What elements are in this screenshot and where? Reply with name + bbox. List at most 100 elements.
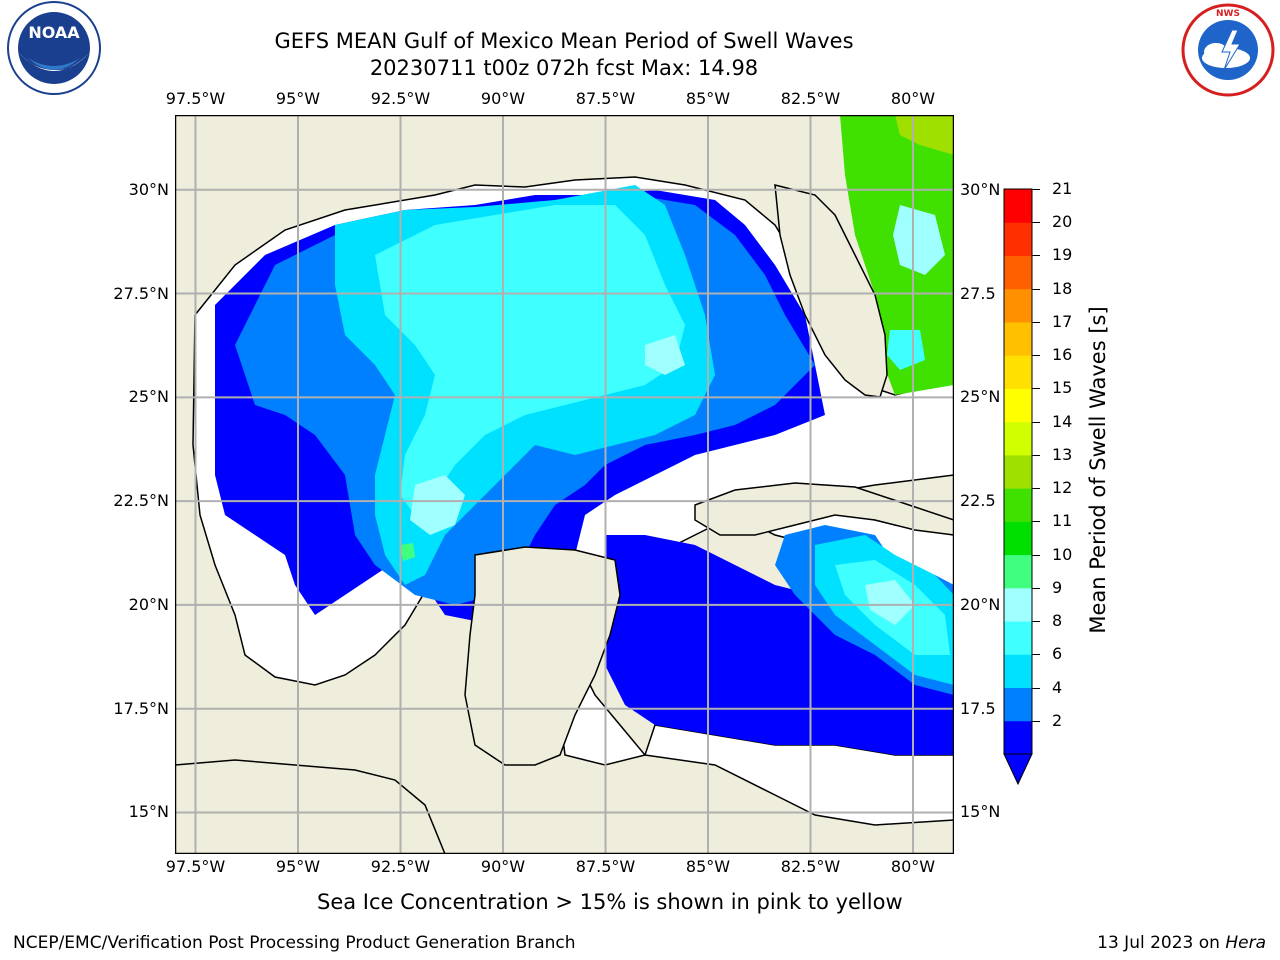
colorbar-tick-mark bbox=[1032, 255, 1040, 257]
lat-tick-left: 27.5°N bbox=[113, 283, 169, 303]
lon-tick-top: 97.5°W bbox=[165, 89, 226, 108]
footer-credit: NCEP/EMC/Verification Post Processing Pr… bbox=[13, 933, 576, 953]
colorbar-tick-label: 19 bbox=[1052, 245, 1073, 265]
lon-tick-bottom: 92.5°W bbox=[370, 857, 431, 876]
colorbar-swatch bbox=[1004, 521, 1032, 556]
lat-tick-right: 25°N bbox=[960, 387, 1001, 407]
noaa-logo-text: NOAA bbox=[28, 23, 80, 42]
colorbar-tick-label: 15 bbox=[1052, 378, 1073, 398]
colorbar-swatch bbox=[1004, 388, 1032, 423]
lon-tick-bottom: 85°W bbox=[685, 857, 731, 876]
lat-tick-right: 27.5 bbox=[960, 283, 996, 303]
lon-tick-bottom: 82.5°W bbox=[780, 857, 841, 876]
colorbar-tick-mark bbox=[1032, 288, 1040, 290]
lon-tick-bottom: 87.5°W bbox=[575, 857, 636, 876]
colorbar-swatch bbox=[1004, 222, 1032, 256]
colorbar-tick-label: 12 bbox=[1052, 478, 1073, 498]
sea-ice-note: Sea Ice Concentration > 15% is shown in … bbox=[317, 890, 903, 914]
colorbar-swatch bbox=[1004, 355, 1032, 389]
colorbar-swatch bbox=[1004, 687, 1032, 722]
colorbar-swatch bbox=[1004, 488, 1032, 522]
colorbar-tick-label: 6 bbox=[1052, 644, 1063, 664]
cuba bbox=[694, 482, 954, 536]
lon-tick-bottom: 97.5°W bbox=[165, 857, 226, 876]
colorbar-tick-label: 13 bbox=[1052, 444, 1073, 464]
lon-tick-top: 95°W bbox=[275, 89, 321, 108]
lon-tick-bottom: 80°W bbox=[890, 857, 936, 876]
lon-tick-bottom: 95°W bbox=[275, 857, 321, 876]
colorbar-tick-mark bbox=[1032, 521, 1040, 523]
noaa-logo: NOAA bbox=[2, 0, 106, 98]
colorbar-tick-label: 2 bbox=[1052, 710, 1063, 730]
colorbar-frame bbox=[1003, 188, 1033, 755]
colorbar-swatch bbox=[1004, 255, 1032, 290]
lon-tick-top: 90°W bbox=[480, 89, 526, 108]
colorbar-swatch bbox=[1004, 554, 1032, 589]
graticule bbox=[175, 115, 954, 854]
colorbar-tick-label: 16 bbox=[1052, 345, 1073, 365]
colorbar-tick-label: 11 bbox=[1052, 511, 1073, 531]
colorbar-extend-triangle bbox=[1003, 753, 1033, 785]
colorbar-swatch bbox=[1004, 321, 1032, 356]
lon-tick-top: 85°W bbox=[685, 89, 731, 108]
colorbar-swatch bbox=[1004, 189, 1032, 223]
lat-tick-left: 30°N bbox=[128, 179, 169, 199]
lon-tick-top: 87.5°W bbox=[575, 89, 636, 108]
colorbar-swatch bbox=[1004, 720, 1032, 755]
lat-tick-right: 17.5 bbox=[960, 698, 996, 718]
colorbar-swatch bbox=[1004, 654, 1032, 689]
colorbar-tick-mark bbox=[1032, 321, 1040, 323]
footer-date: 13 Jul 2023 on Hera bbox=[1097, 933, 1266, 953]
lon-tick-top: 82.5°W bbox=[780, 89, 841, 108]
footer-date-text: 13 Jul 2023 on bbox=[1097, 933, 1226, 953]
colorbar-tick-mark bbox=[1032, 355, 1040, 357]
map-subtitle: 20230711 t00z 072h fcst Max: 14.98 bbox=[369, 56, 759, 80]
lat-tick-right: 15°N bbox=[960, 802, 1001, 822]
lat-tick-left: 15°N bbox=[128, 802, 169, 822]
colorbar-tick-label: 14 bbox=[1052, 411, 1073, 431]
colorbar-swatch bbox=[1004, 288, 1032, 323]
colorbar-label: Mean Period of Swell Waves [s] bbox=[1086, 306, 1110, 634]
colorbar-swatch bbox=[1004, 587, 1032, 622]
colorbar-tick-mark bbox=[1032, 720, 1040, 722]
central-america bbox=[175, 759, 446, 854]
map-title: GEFS MEAN Gulf of Mexico Mean Period of … bbox=[274, 29, 854, 53]
colorbar-tick-mark bbox=[1032, 621, 1040, 623]
colorbar-tick-label: 17 bbox=[1052, 311, 1073, 331]
colorbar-tick-mark bbox=[1032, 454, 1040, 456]
colorbar-tick-mark bbox=[1032, 421, 1040, 423]
colorbar-tick-mark bbox=[1032, 222, 1040, 224]
colorbar-tick-mark bbox=[1032, 189, 1040, 190]
lat-tick-left: 20°N bbox=[128, 594, 169, 614]
colorbar-tick-label: 21 bbox=[1052, 179, 1073, 198]
nws-logo: NWS bbox=[1176, 0, 1280, 98]
lon-tick-bottom: 90°W bbox=[480, 857, 526, 876]
colorbar-swatch bbox=[1004, 621, 1032, 655]
lat-tick-left: 25°N bbox=[128, 387, 169, 407]
map-panel bbox=[175, 115, 954, 854]
colorbar-tick-mark bbox=[1032, 388, 1040, 390]
lat-tick-left: 22.5°N bbox=[113, 491, 169, 511]
colorbar-swatch bbox=[1004, 454, 1032, 489]
lat-tick-right: 30°N bbox=[960, 179, 1001, 199]
footer-host: Hera bbox=[1225, 933, 1266, 953]
colorbar-tick-label: 8 bbox=[1052, 611, 1063, 631]
colorbar-tick-label: 4 bbox=[1052, 677, 1063, 697]
svg-text:NWS: NWS bbox=[1216, 9, 1240, 19]
colorbar-tick-label: 10 bbox=[1052, 544, 1073, 564]
lon-tick-top: 80°W bbox=[890, 89, 936, 108]
colorbar-tick-mark bbox=[1032, 687, 1040, 689]
colorbar-tick-label: 9 bbox=[1052, 577, 1063, 597]
colorbar-swatch bbox=[1004, 421, 1032, 456]
colorbar-tick-mark bbox=[1032, 488, 1040, 490]
colorbar bbox=[1000, 185, 1050, 785]
lon-tick-top: 92.5°W bbox=[370, 89, 431, 108]
colorbar-tick-mark bbox=[1032, 587, 1040, 589]
map-frame bbox=[175, 115, 954, 854]
colorbar-tick-label: 20 bbox=[1052, 212, 1073, 232]
lat-tick-left: 17.5°N bbox=[113, 698, 169, 718]
lat-tick-right: 22.5 bbox=[960, 491, 996, 511]
colorbar-tick-mark bbox=[1032, 554, 1040, 556]
colorbar-tick-label: 18 bbox=[1052, 278, 1073, 298]
colorbar-tick-mark bbox=[1032, 654, 1040, 656]
